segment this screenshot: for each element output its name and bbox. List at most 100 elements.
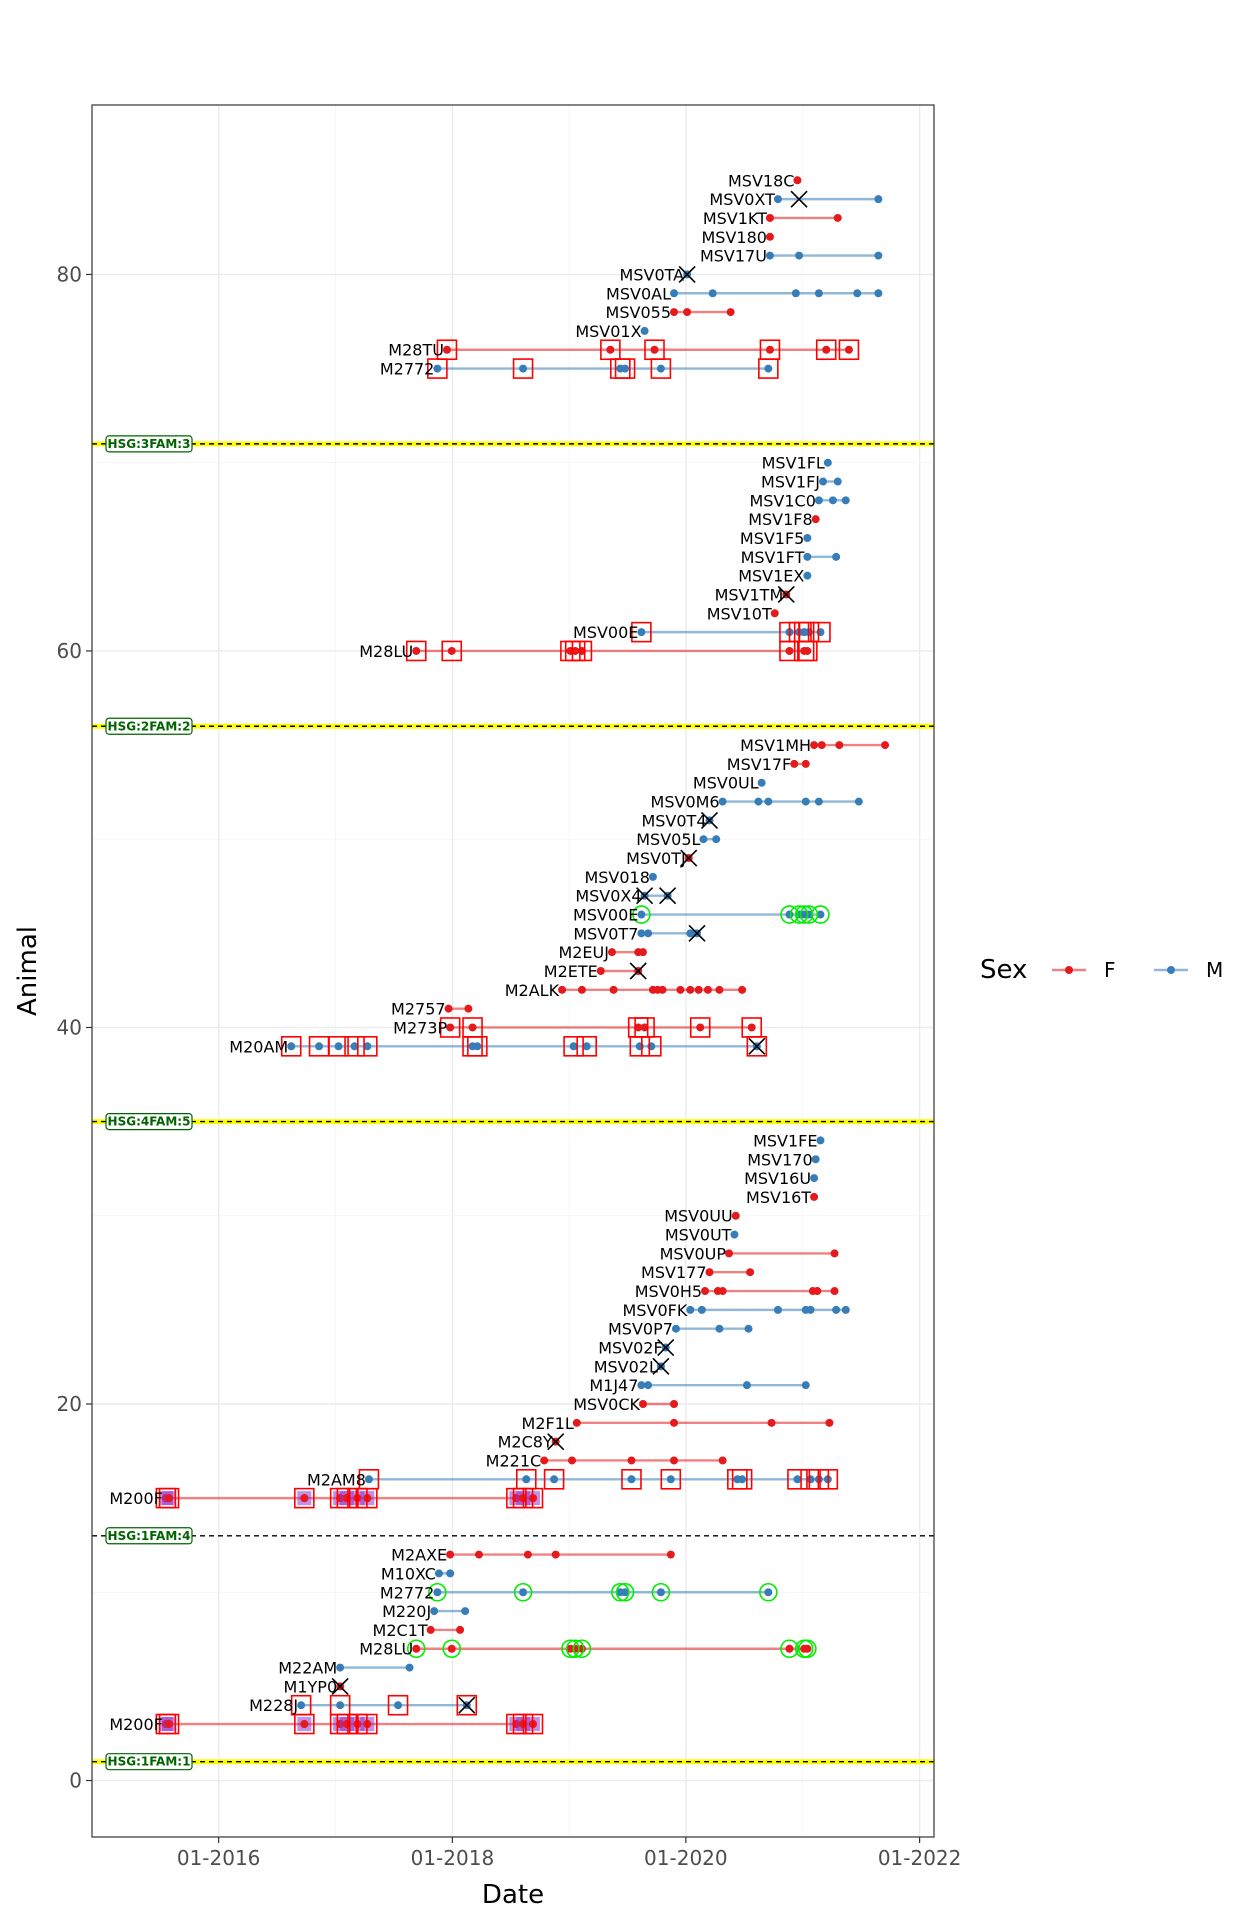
data-point bbox=[670, 289, 679, 298]
animal-label: M2F1L bbox=[522, 1414, 574, 1433]
legend-key-point bbox=[1167, 966, 1175, 974]
animal-series-msv00e bbox=[631, 621, 831, 643]
animal-series-m2am8 bbox=[358, 1469, 839, 1490]
animal-label: MSV16T bbox=[746, 1188, 811, 1207]
data-point bbox=[795, 251, 804, 260]
data-point bbox=[765, 251, 774, 260]
animal-label: M273P bbox=[393, 1018, 447, 1037]
plot-panel-background bbox=[92, 105, 934, 1837]
data-point bbox=[718, 1287, 727, 1296]
data-point bbox=[773, 195, 782, 204]
data-point bbox=[832, 552, 841, 561]
animal-label: M28LU bbox=[359, 1640, 413, 1659]
animal-series-msv1fl bbox=[823, 458, 832, 467]
ring-marker bbox=[610, 1582, 630, 1602]
animal-label: MSV1MH bbox=[740, 736, 811, 755]
animal-series-m228j bbox=[290, 1694, 478, 1716]
animal-label: MSV1TM bbox=[715, 585, 784, 604]
ring-marker bbox=[780, 1639, 799, 1659]
animal-label: MSV0T4 bbox=[641, 811, 706, 830]
data-point bbox=[822, 345, 831, 354]
animal-series-msv0uu bbox=[731, 1211, 740, 1220]
box-marker bbox=[357, 1713, 378, 1735]
cross-marker bbox=[636, 887, 654, 905]
data-point bbox=[686, 929, 695, 938]
box-marker bbox=[660, 1469, 682, 1490]
animal-label: MSV0UU bbox=[664, 1207, 733, 1226]
animal-label: M22AM bbox=[278, 1659, 337, 1678]
data-point bbox=[666, 1475, 675, 1484]
data-point bbox=[801, 797, 810, 806]
animal-series-m28tu bbox=[436, 339, 860, 361]
animal-series-m2alk bbox=[558, 985, 747, 994]
data-point bbox=[835, 741, 844, 750]
box-marker bbox=[441, 640, 463, 662]
data-point bbox=[801, 759, 810, 768]
group-label-box bbox=[105, 717, 193, 735]
animal-series bbox=[155, 176, 890, 1735]
ring-marker bbox=[442, 1639, 462, 1659]
data-point bbox=[764, 797, 773, 806]
animal-series-m22am bbox=[336, 1663, 414, 1672]
data-point bbox=[817, 741, 826, 750]
data-point bbox=[718, 797, 727, 806]
animal-label: M2772 bbox=[380, 360, 435, 379]
data-point bbox=[638, 948, 647, 957]
data-point bbox=[816, 1136, 825, 1145]
animal-label: MSV05L bbox=[636, 830, 700, 849]
data-point bbox=[315, 1042, 324, 1051]
ring-marker bbox=[406, 1639, 426, 1659]
data-point bbox=[522, 1475, 531, 1484]
data-point bbox=[874, 195, 883, 204]
animal-series-msv1f8 bbox=[811, 515, 820, 524]
data-point bbox=[405, 1663, 414, 1672]
data-point bbox=[350, 1042, 359, 1051]
animal-label: MSV0UP bbox=[660, 1244, 727, 1263]
animal-label: M221C bbox=[486, 1451, 542, 1470]
animal-label: MSV0H5 bbox=[635, 1282, 702, 1301]
animal-label: MSV0M6 bbox=[651, 793, 720, 812]
animal-label: MSV0UT bbox=[665, 1226, 732, 1245]
animal-label: MSV170 bbox=[747, 1150, 812, 1169]
animal-series-m28lu bbox=[406, 1639, 817, 1659]
animal-label: MSV1F8 bbox=[748, 510, 812, 529]
group-label-box bbox=[105, 435, 193, 453]
cross-marker bbox=[458, 1696, 476, 1714]
box-marker bbox=[357, 1036, 378, 1057]
animal-label: MSV10T bbox=[707, 604, 772, 623]
animal-series-msv1ft bbox=[803, 552, 841, 561]
data-point bbox=[874, 251, 883, 260]
animal-series-m273p bbox=[439, 1017, 763, 1038]
data-point bbox=[519, 364, 528, 373]
animal-label: M2757 bbox=[391, 1000, 446, 1019]
animal-series-msv16t bbox=[810, 1192, 819, 1201]
cross-marker bbox=[659, 887, 677, 905]
box-marker bbox=[576, 1036, 598, 1057]
animal-series-m1j47 bbox=[637, 1381, 810, 1390]
cross-marker bbox=[790, 190, 808, 208]
data-point bbox=[656, 364, 665, 373]
animal-label: MSV1C0 bbox=[749, 491, 815, 510]
box-marker bbox=[405, 640, 427, 662]
data-point bbox=[806, 1305, 815, 1314]
animal-label: M200F bbox=[109, 1715, 163, 1734]
data-point bbox=[803, 571, 812, 580]
data-point bbox=[715, 985, 724, 994]
data-point bbox=[703, 985, 712, 994]
data-point bbox=[577, 985, 586, 994]
data-point bbox=[444, 1004, 453, 1013]
animal-series-msv1ex bbox=[803, 571, 812, 580]
animal-series-msv1f5 bbox=[803, 534, 812, 542]
data-point bbox=[447, 1644, 456, 1653]
animal-label: MSV18C bbox=[728, 171, 794, 190]
data-point bbox=[830, 1287, 839, 1296]
ring-marker bbox=[513, 1582, 533, 1602]
data-point bbox=[670, 1400, 679, 1408]
data-point bbox=[676, 985, 685, 994]
animal-series-msv02l bbox=[652, 1357, 670, 1375]
data-point bbox=[644, 929, 653, 938]
box-marker bbox=[787, 1469, 808, 1490]
data-point bbox=[446, 1569, 455, 1578]
